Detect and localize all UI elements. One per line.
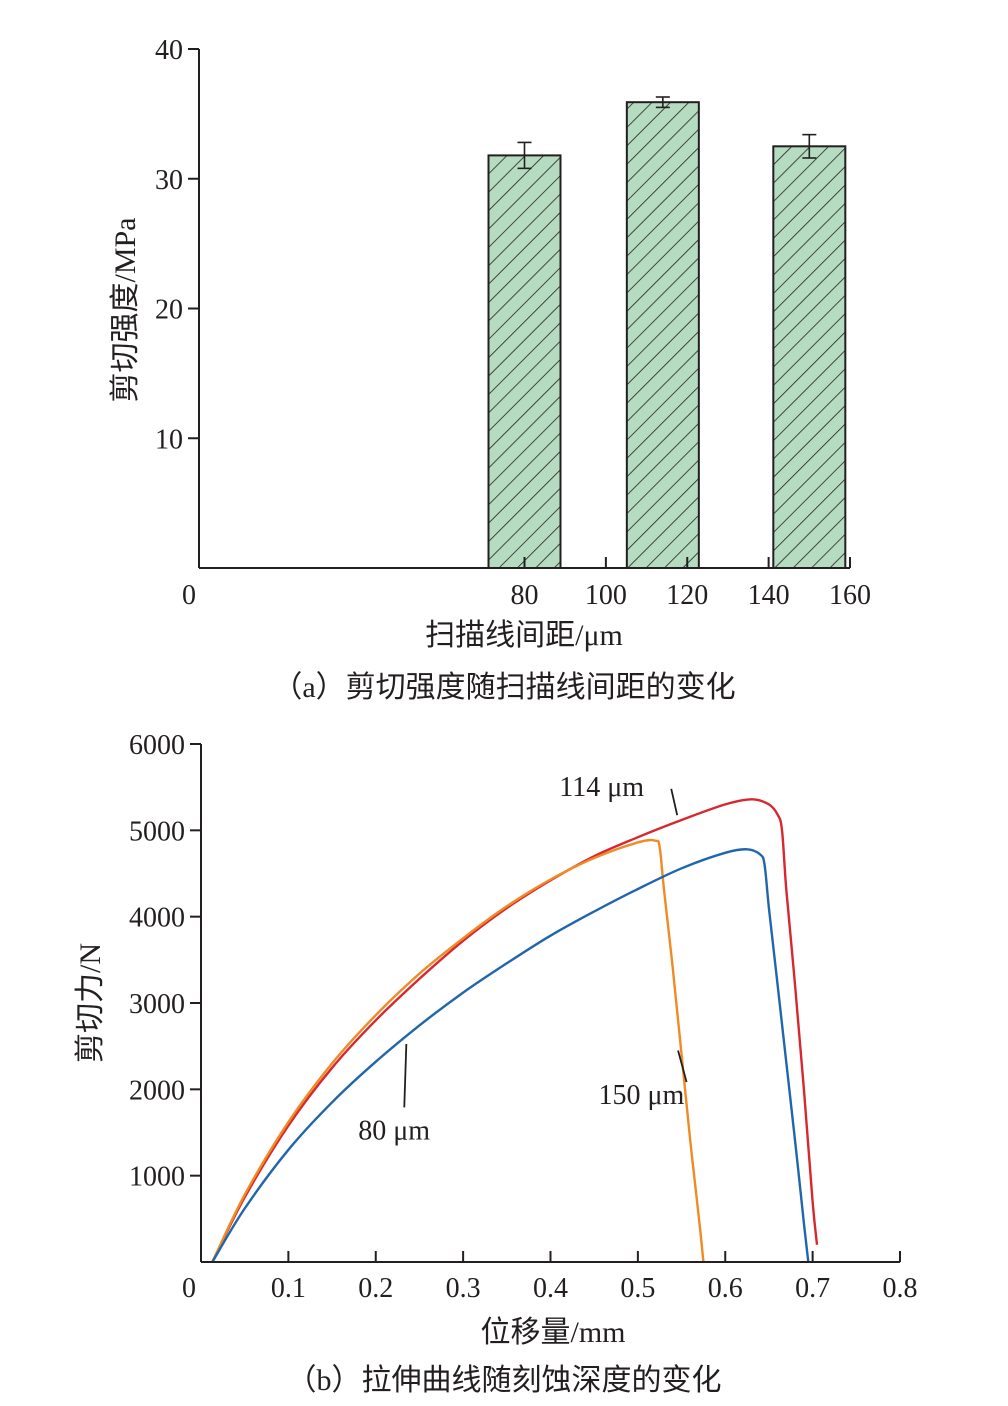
- y-tick-label: 4000: [129, 903, 185, 934]
- error-bar-group: [517, 96, 817, 170]
- x-tick-label: 140: [748, 580, 790, 611]
- bar: [625, 101, 700, 569]
- caption-a: （a）剪切强度随扫描线间距的变化: [272, 671, 735, 704]
- series-group: [211, 798, 819, 1263]
- x-axis-title: 位移量/mm: [480, 1316, 625, 1349]
- x-tick-label: 0.6: [708, 1273, 743, 1304]
- y-tick-label: 2000: [129, 1075, 185, 1106]
- series-label: 150 μm: [599, 1080, 685, 1111]
- series-line: [211, 838, 705, 1263]
- y-tick-label: 1000: [129, 1162, 185, 1193]
- y-axis-title: 剪切力/N: [74, 943, 107, 1063]
- x-axis-title: 扫描线间距/μm: [425, 619, 623, 652]
- x-tick-label: 0.7: [795, 1273, 830, 1304]
- bar: [772, 145, 847, 569]
- series-line: [211, 798, 819, 1263]
- y-tick-label: 6000: [129, 730, 185, 761]
- bar-chart-a: 10 20 30 40 0 80 100 120 140 160 扫描线间距/μm 剪切强度/M…: [109, 35, 871, 704]
- y-tick-label: 10: [155, 424, 183, 455]
- x-tick-label: 100: [585, 580, 627, 611]
- leader-line: [403, 1043, 408, 1108]
- y-tick-group: 1000 2000 3000 4000 5000 6000: [129, 730, 201, 1193]
- x-tick-label: 80: [511, 580, 539, 611]
- x-tick-label: 0: [182, 1273, 196, 1304]
- x-tick-label: 0.3: [446, 1273, 481, 1304]
- y-tick-group: 10 20 30 40: [155, 35, 199, 455]
- x-tick-label: 0.8: [883, 1273, 918, 1304]
- x-tick-label: 0.4: [533, 1273, 568, 1304]
- y-tick-label: 5000: [129, 816, 185, 847]
- bar: [487, 154, 562, 570]
- y-tick-label: 40: [155, 35, 183, 66]
- series-label: 114 μm: [559, 772, 644, 803]
- x-tick-label: 160: [829, 580, 871, 611]
- series-label: 80 μm: [358, 1115, 430, 1146]
- leader-line: [670, 788, 679, 816]
- y-tick-label: 20: [155, 295, 183, 326]
- bar-group: [487, 101, 847, 570]
- annotation-group: 114 μm 150 μm 80 μm: [358, 772, 688, 1146]
- leader-line: [677, 1050, 688, 1083]
- caption-b: （b）拉伸曲线随刻蚀深度的变化: [287, 1364, 722, 1397]
- y-tick-label: 3000: [129, 989, 185, 1020]
- x-tick-label: 0.1: [271, 1273, 306, 1304]
- series-line: [211, 848, 810, 1263]
- x-tick-group: 0 80 100 120 140 160: [182, 557, 871, 611]
- x-tick-label: 0.2: [358, 1273, 393, 1304]
- x-tick-group: 0 0.1 0.2 0.3 0.4 0.5 0.6 0.7 0.8: [182, 1251, 918, 1304]
- x-tick-label: 0.5: [620, 1273, 655, 1304]
- x-tick-label: 120: [666, 580, 708, 611]
- x-tick-label: 0: [182, 580, 196, 611]
- y-axis-title: 剪切强度/MPa: [109, 217, 142, 402]
- y-tick-label: 30: [155, 165, 183, 196]
- line-chart-b: 114 μm 150 μm 80 μm 1000 2000 3000 4000 5000 60…: [74, 730, 918, 1397]
